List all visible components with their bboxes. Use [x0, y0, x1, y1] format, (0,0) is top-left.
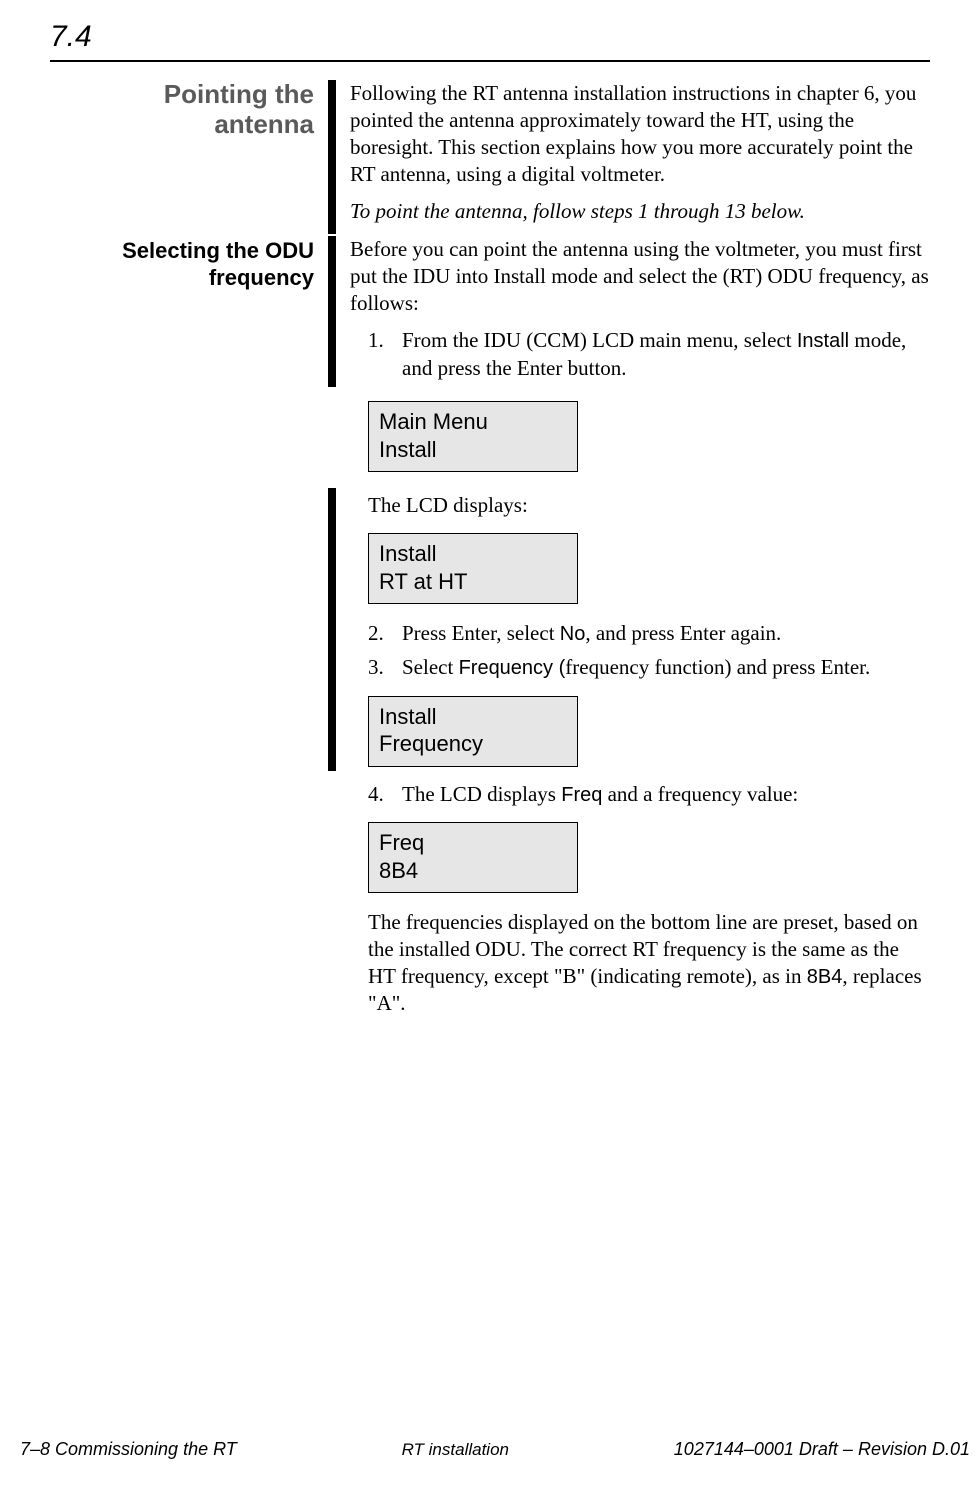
final-paragraph: The frequencies displayed on the bottom …: [350, 909, 930, 1017]
intro-paragraph-1: Following the RT antenna installation in…: [350, 80, 930, 188]
vertical-bar: [328, 80, 336, 234]
lcd-wrap: Freq 8B4: [350, 822, 930, 893]
lcd-line1: Freq: [379, 830, 424, 855]
right-column: Following the RT antenna installation in…: [336, 80, 930, 234]
right-column: Before you can point the antenna using t…: [336, 236, 930, 387]
footer-right: 1027144–0001 Draft – Revision D.01: [674, 1439, 970, 1460]
lcd-wrap: Install Frequency: [350, 696, 930, 767]
step3-text-a: Select: [402, 655, 459, 679]
lcd-line1: Install: [379, 704, 436, 729]
footer-left: 7–8 Commissioning the RT: [20, 1439, 237, 1460]
step-body: Select Frequency (frequency function) an…: [402, 654, 930, 682]
left-column: Pointing the antenna: [50, 80, 328, 140]
lcd-line2: Install: [379, 437, 436, 462]
sub-heading-line1: Selecting the ODU: [122, 238, 314, 263]
step-number: 4.: [350, 781, 402, 809]
lcd-line2: 8B4: [379, 858, 418, 883]
sub-heading: Selecting the ODU frequency: [50, 238, 314, 291]
step-2: 2. Press Enter, select No, and press Ent…: [350, 620, 930, 648]
step-4: 4. The LCD displays Freq and a frequency…: [350, 781, 930, 809]
step-body: From the IDU (CCM) LCD main menu, select…: [402, 327, 930, 381]
subheading-row: Selecting the ODU frequency Before you c…: [50, 236, 930, 387]
step4-text-a: The LCD displays: [402, 782, 561, 806]
vertical-bar: [328, 488, 336, 770]
intro-paragraph-2: To point the antenna, follow steps 1 thr…: [350, 198, 930, 225]
step2-word: No: [560, 623, 586, 645]
lcd-display-2: Install RT at HT: [368, 533, 578, 604]
step-number: 3.: [350, 654, 402, 682]
step4-word: Freq: [561, 784, 602, 806]
step1-text-a: From the IDU (CCM) LCD main menu, select: [402, 328, 797, 352]
left-column: Selecting the ODU frequency: [50, 236, 328, 291]
main-heading-line1: Pointing the: [164, 79, 314, 109]
horizontal-rule: [50, 60, 930, 62]
tail-row: 4. The LCD displays Freq and a frequency…: [50, 771, 930, 1028]
right-column: The LCD displays: Install RT at HT 2. Pr…: [336, 488, 930, 770]
step-1: 1. From the IDU (CCM) LCD main menu, sel…: [350, 327, 930, 381]
main-heading-line2: antenna: [214, 109, 314, 139]
mid-row: The LCD displays: Install RT at HT 2. Pr…: [50, 488, 930, 770]
sub-paragraph: Before you can point the antenna using t…: [350, 236, 930, 317]
section-number: 7.4: [50, 20, 930, 54]
lcd-display-3: Install Frequency: [368, 696, 578, 767]
step4-text-b: and a frequency value:: [602, 782, 798, 806]
page-footer: 7–8 Commissioning the RT RT installation…: [0, 1439, 980, 1460]
main-heading: Pointing the antenna: [50, 80, 314, 140]
step1-word: Install: [797, 330, 849, 352]
step-body: Press Enter, select No, and press Enter …: [402, 620, 930, 648]
lcd-line1: Main Menu: [379, 409, 488, 434]
step3-word: Frequency (: [459, 657, 566, 679]
step2-text-a: Press Enter, select: [402, 621, 560, 645]
step-body: The LCD displays Freq and a frequency va…: [402, 781, 930, 809]
right-column: 4. The LCD displays Freq and a frequency…: [336, 771, 930, 1028]
page: 7.4 Pointing the antenna Following the R…: [0, 0, 980, 1488]
lcd-line2: Frequency: [379, 731, 483, 756]
vertical-bar: [328, 236, 336, 387]
step-number: 2.: [350, 620, 402, 648]
sub-heading-line2: frequency: [209, 265, 314, 290]
step-3: 3. Select Frequency (frequency function)…: [350, 654, 930, 682]
step-number: 1.: [350, 327, 402, 381]
final-word: 8B4: [807, 966, 843, 988]
lcd-display-1: Main Menu Install: [368, 401, 578, 472]
lcd-row: Main Menu Install: [50, 387, 930, 488]
lcd-display-4: Freq 8B4: [368, 822, 578, 893]
heading-row: Pointing the antenna Following the RT an…: [50, 80, 930, 234]
lcd-wrap: Install RT at HT: [350, 533, 930, 604]
displays-text: The LCD displays:: [350, 492, 930, 519]
step3-text-b: frequency function) and press Enter.: [565, 655, 870, 679]
lcd-line2: RT at HT: [379, 569, 467, 594]
footer-center: RT installation: [402, 1440, 509, 1460]
step2-text-b: , and press Enter again.: [585, 621, 781, 645]
lcd-line1: Install: [379, 541, 436, 566]
right-column: Main Menu Install: [336, 387, 930, 488]
lcd-wrap: Main Menu Install: [350, 401, 930, 472]
